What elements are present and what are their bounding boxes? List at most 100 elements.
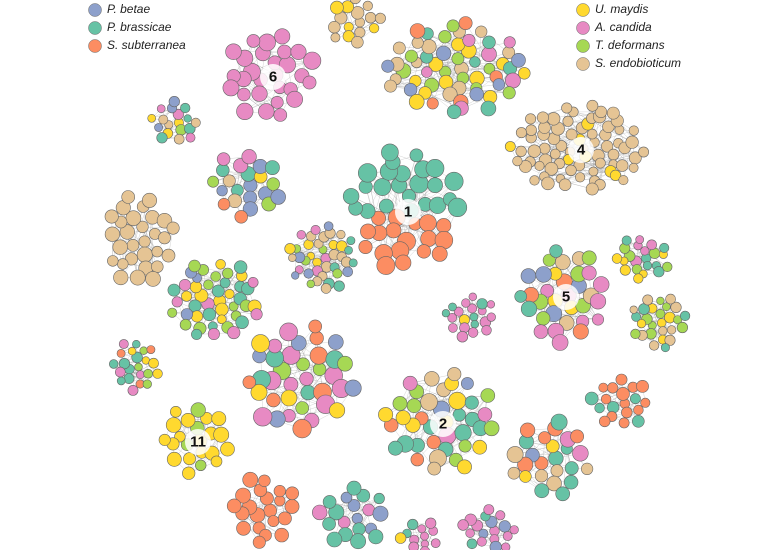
node [409, 148, 424, 163]
node [168, 95, 180, 108]
node [458, 16, 473, 30]
node [448, 302, 457, 312]
node [344, 246, 353, 255]
node [441, 309, 451, 318]
node [476, 536, 487, 547]
node [227, 326, 241, 340]
node [511, 52, 526, 68]
node [570, 429, 584, 444]
node [191, 310, 204, 323]
node [185, 132, 196, 143]
node [606, 106, 620, 120]
node [505, 72, 521, 89]
node [492, 78, 506, 91]
node [456, 331, 469, 343]
node [466, 538, 478, 550]
node [180, 412, 196, 428]
node [446, 104, 462, 120]
node [458, 439, 472, 453]
node [534, 160, 545, 171]
node [210, 455, 223, 468]
node [320, 283, 332, 294]
node [203, 279, 214, 290]
node [236, 102, 254, 120]
node [538, 121, 551, 134]
node [548, 450, 564, 467]
node [283, 376, 299, 392]
node [336, 229, 346, 240]
node [294, 265, 304, 275]
cluster-badge [185, 429, 211, 455]
node [519, 470, 532, 483]
node [182, 466, 196, 480]
node [574, 172, 586, 183]
node [600, 393, 612, 405]
node [555, 140, 568, 152]
node [629, 305, 638, 314]
node [486, 312, 496, 322]
node [211, 411, 227, 426]
node [469, 56, 481, 68]
node [217, 198, 231, 211]
node [550, 413, 568, 431]
node [286, 90, 304, 108]
legend-swatch [576, 3, 590, 17]
node [565, 164, 577, 177]
node [480, 100, 497, 117]
node [167, 283, 181, 297]
node [428, 57, 444, 72]
node [630, 393, 641, 405]
node [384, 79, 397, 93]
node [358, 240, 373, 255]
node [216, 163, 230, 178]
node [112, 239, 128, 255]
node [225, 43, 242, 60]
node [658, 326, 668, 336]
node [234, 210, 248, 224]
node [258, 103, 275, 120]
node [406, 398, 422, 414]
nodes [104, 0, 691, 550]
node [395, 410, 411, 426]
node [167, 307, 178, 318]
node [666, 325, 677, 335]
node [145, 271, 161, 287]
node [538, 142, 551, 155]
node [519, 422, 536, 438]
node [220, 441, 235, 457]
node [119, 224, 135, 240]
node [104, 209, 119, 224]
node [594, 157, 606, 169]
node [302, 75, 317, 90]
node [284, 499, 300, 514]
node [460, 377, 474, 390]
node [381, 59, 395, 73]
node [436, 218, 452, 234]
node [615, 159, 629, 172]
node [173, 133, 185, 145]
node [586, 99, 599, 112]
node [188, 259, 201, 273]
node [504, 141, 516, 152]
node [279, 322, 298, 342]
node [550, 464, 564, 478]
node [427, 177, 443, 193]
node [392, 396, 408, 411]
node [431, 245, 448, 262]
node [180, 308, 193, 321]
node [419, 214, 437, 232]
node [420, 393, 438, 411]
node [607, 382, 619, 394]
node [166, 451, 182, 467]
node [424, 371, 440, 387]
node [662, 302, 671, 312]
node [451, 52, 465, 66]
node [430, 538, 441, 549]
node [392, 41, 406, 55]
node [506, 446, 524, 463]
node [525, 124, 537, 136]
node [351, 35, 364, 49]
node [369, 23, 380, 34]
node [660, 343, 670, 353]
cluster-badge [260, 64, 286, 90]
